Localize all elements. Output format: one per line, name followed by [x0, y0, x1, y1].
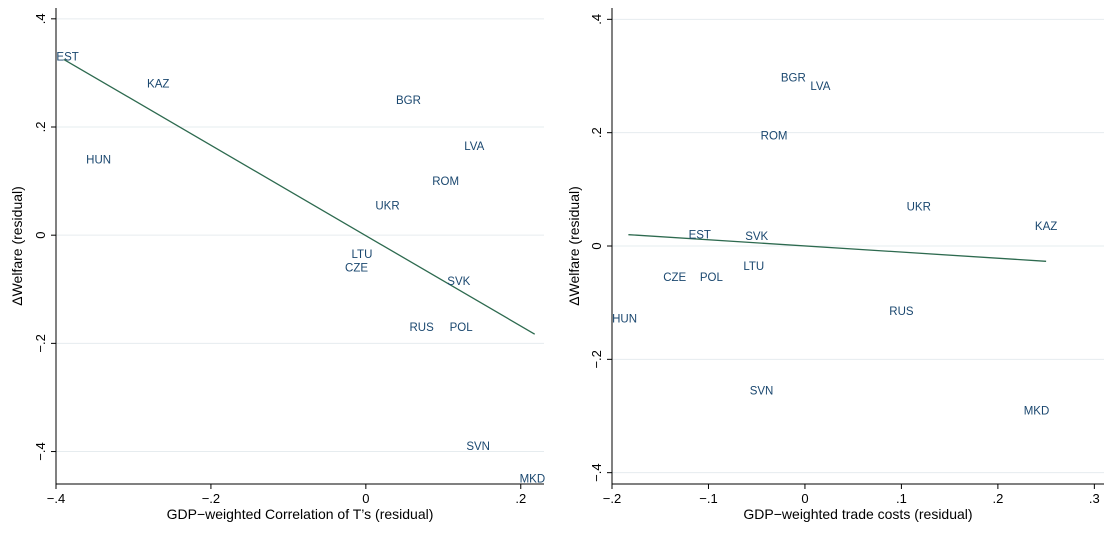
point-label-ltu: LTU	[743, 261, 764, 273]
x-axis-title: GDP−weighted Correlation of T’s (residua…	[167, 506, 434, 522]
point-label-mkd: MKD	[1024, 405, 1050, 417]
x-axis-title: GDP−weighted trade costs (residual)	[743, 506, 972, 522]
y-tick-label: 0	[589, 242, 604, 249]
point-label-svk: SVK	[745, 231, 768, 243]
x-tick-label: −.1	[699, 491, 717, 506]
point-label-rom: ROM	[432, 176, 459, 188]
point-label-svn: SVN	[466, 441, 490, 453]
x-tick-label: .2	[992, 491, 1003, 506]
point-label-mkd: MKD	[520, 474, 546, 486]
point-label-rus: RUS	[889, 306, 914, 318]
point-label-bgr: BGR	[396, 95, 421, 107]
point-label-ukr: UKR	[907, 201, 931, 213]
point-label-cze: CZE	[663, 272, 686, 284]
y-tick-label: −.4	[33, 442, 48, 460]
x-tick-label: 0	[362, 491, 369, 506]
point-label-kaz: KAZ	[147, 79, 169, 91]
x-tick-label: .2	[515, 491, 526, 506]
y-tick-label: −.4	[589, 463, 604, 481]
y-tick-label: −.2	[589, 350, 604, 368]
y-tick-label: .4	[589, 14, 604, 25]
point-label-kaz: KAZ	[1035, 221, 1057, 233]
point-label-ukr: UKR	[375, 200, 399, 212]
point-label-pol: POL	[450, 322, 474, 334]
point-label-svk: SVK	[447, 276, 470, 288]
left-scatter-panel: −.4 −.2 0 .2 −.4 −.2 0 .2 .4 GDP−weighted Correla…	[9, 8, 545, 522]
point-label-est: EST	[56, 52, 78, 64]
point-label-hun: HUN	[86, 154, 111, 166]
y-tick-label: .2	[33, 122, 48, 133]
point-label-rus: RUS	[409, 322, 434, 334]
x-tick-label: .1	[896, 491, 907, 506]
point-label-lva: LVA	[810, 81, 830, 93]
right-scatter-panel: −.2 −.1 0 .1 .2 .3 −.4 −.2 0 .2 .4 GDP−weighted tra…	[566, 8, 1104, 522]
y-axis-title: ΔWelfare (residual)	[9, 186, 25, 306]
point-label-pol: POL	[700, 272, 724, 284]
x-tick-label: −.2	[202, 491, 220, 506]
x-tick-label: −.2	[603, 491, 621, 506]
y-tick-label: 0	[33, 232, 48, 239]
y-tick-label: .2	[589, 127, 604, 138]
point-label-est: EST	[689, 230, 711, 242]
y-tick-label: .4	[33, 13, 48, 24]
fitted-line	[63, 58, 536, 335]
y-axis-title: ΔWelfare (residual)	[566, 186, 582, 306]
point-label-cze: CZE	[345, 263, 368, 275]
x-tick-label: −.4	[47, 491, 65, 506]
point-label-ltu: LTU	[352, 249, 373, 261]
x-tick-label: .3	[1089, 491, 1100, 506]
fitted-line	[628, 234, 1047, 262]
x-tick-label: 0	[801, 491, 808, 506]
y-tick-label: −.2	[33, 334, 48, 352]
point-label-rom: ROM	[761, 131, 788, 143]
point-label-svn: SVN	[750, 386, 774, 398]
point-label-lva: LVA	[464, 141, 484, 153]
point-label-hun: HUN	[612, 314, 637, 326]
point-label-bgr: BGR	[781, 73, 806, 85]
